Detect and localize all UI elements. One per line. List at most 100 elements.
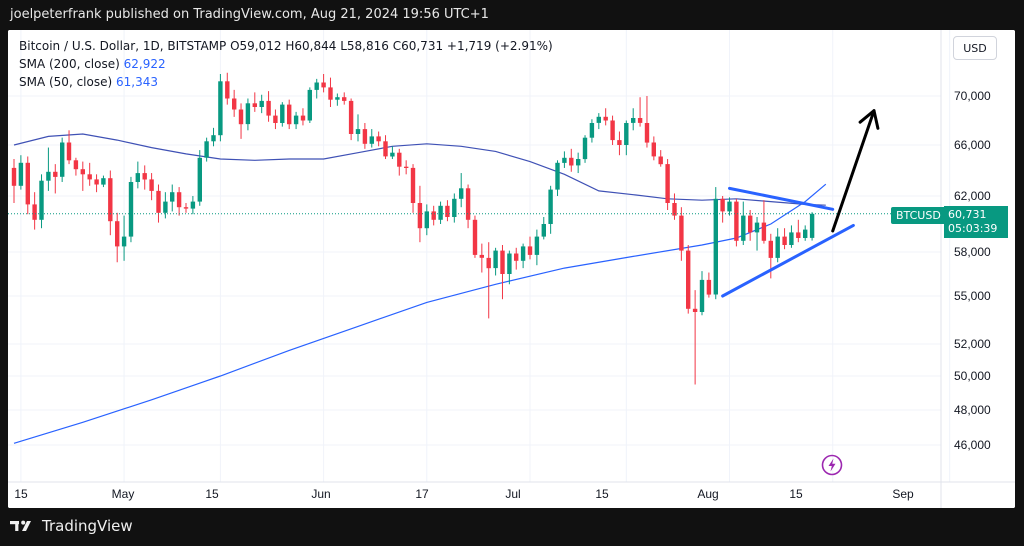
candle-body — [60, 142, 65, 177]
candle-body — [679, 215, 684, 251]
lightning-icon[interactable] — [821, 454, 843, 476]
candle — [644, 96, 650, 148]
candle-body — [232, 98, 237, 110]
candle — [789, 225, 794, 248]
candle-body — [314, 82, 319, 90]
candle-body — [211, 135, 216, 142]
candle — [541, 217, 546, 240]
candle-body — [108, 178, 113, 222]
candle — [149, 173, 154, 201]
candle-body — [424, 211, 429, 229]
candle-body — [438, 205, 443, 220]
candle — [280, 102, 285, 127]
candle-body — [431, 211, 436, 220]
candle-body — [754, 222, 760, 233]
candle-body — [761, 222, 767, 241]
candle — [60, 137, 65, 182]
candle — [135, 161, 140, 189]
candle — [46, 147, 51, 191]
candle — [748, 210, 753, 241]
candle-body — [245, 103, 251, 125]
candle — [624, 120, 629, 156]
candle — [335, 93, 340, 106]
ticker-tag: BTCUSD — [891, 207, 946, 224]
projection-arrow-shaft — [831, 109, 876, 233]
candle-body — [73, 160, 79, 170]
candle — [720, 196, 725, 223]
candle-body — [479, 254, 484, 258]
candle-body — [569, 157, 574, 166]
candle — [355, 114, 361, 142]
candle-body — [768, 240, 773, 258]
candle-body — [796, 232, 801, 238]
time-tick-label: 15 — [205, 487, 219, 501]
candle-body — [734, 201, 739, 241]
candle-body — [541, 224, 546, 237]
candle — [176, 187, 182, 216]
footer-brand[interactable]: TradingView — [10, 517, 133, 535]
candle-body — [651, 142, 656, 157]
candle — [651, 136, 656, 161]
candle-body — [225, 81, 230, 99]
candle-body — [493, 250, 498, 269]
candle-body — [170, 192, 175, 202]
candle-body — [507, 253, 512, 274]
candle — [493, 247, 498, 276]
candle — [25, 156, 30, 215]
candle-body — [390, 152, 395, 157]
last-price-tag: 60,731 05:03:39 — [944, 206, 1008, 238]
candle — [245, 98, 251, 131]
legend-row-sma50[interactable]: SMA (50, close) 61,343 — [19, 73, 553, 91]
chart-area[interactable]: 46,000 48,000 50,000 52,000 55,000 58,000 62,0… — [8, 30, 1015, 508]
candle — [692, 290, 698, 385]
candle — [658, 150, 663, 167]
candle — [204, 137, 209, 162]
candle — [293, 111, 299, 130]
candle — [686, 245, 691, 314]
candle — [672, 193, 677, 220]
candle-body — [25, 162, 30, 205]
legend-row-sma200[interactable]: SMA (200, close) 62,922 — [19, 55, 553, 73]
price-tick-label: 55,000 — [954, 289, 991, 303]
candle-body — [741, 215, 746, 241]
candle — [128, 176, 134, 243]
ohlc-high: H60,844 — [285, 39, 337, 53]
price-chart[interactable]: 46,000 48,000 50,000 52,000 55,000 58,000 62,0… — [8, 30, 1015, 508]
candle-body — [300, 115, 306, 121]
triangle-upper-trendline — [728, 186, 835, 211]
candle — [576, 152, 581, 174]
candle — [266, 91, 271, 122]
candle — [376, 131, 381, 147]
candle-body — [706, 279, 712, 295]
candle — [754, 217, 760, 251]
candle-body — [87, 174, 92, 180]
candle — [631, 108, 636, 131]
candle — [362, 122, 368, 149]
candle-body — [259, 100, 264, 107]
bar-countdown: 05:03:39 — [948, 222, 998, 235]
candle-body — [500, 250, 505, 274]
candle — [115, 212, 120, 263]
candle — [775, 228, 780, 263]
candle — [121, 215, 127, 261]
candle-body — [720, 198, 725, 212]
candle — [459, 173, 464, 208]
candle-body — [589, 123, 595, 138]
candle-body — [459, 188, 464, 199]
candle — [486, 242, 491, 319]
legend-row-symbol: Bitcoin / U.S. Dollar, 1D, BITSTAMP O59,… — [19, 37, 553, 55]
candle-body — [803, 229, 808, 238]
currency-button[interactable]: USD — [953, 36, 997, 60]
candle — [472, 215, 478, 258]
candle-body — [692, 308, 698, 312]
time-tick-label: Jul — [505, 487, 520, 501]
candle — [94, 174, 99, 193]
candle-body — [748, 215, 753, 233]
price-tick-label: 70,000 — [954, 89, 991, 103]
candle — [11, 159, 17, 203]
candle-body — [514, 253, 519, 261]
candle — [431, 205, 436, 226]
candle — [383, 135, 388, 160]
time-tick-label: May — [112, 487, 135, 501]
